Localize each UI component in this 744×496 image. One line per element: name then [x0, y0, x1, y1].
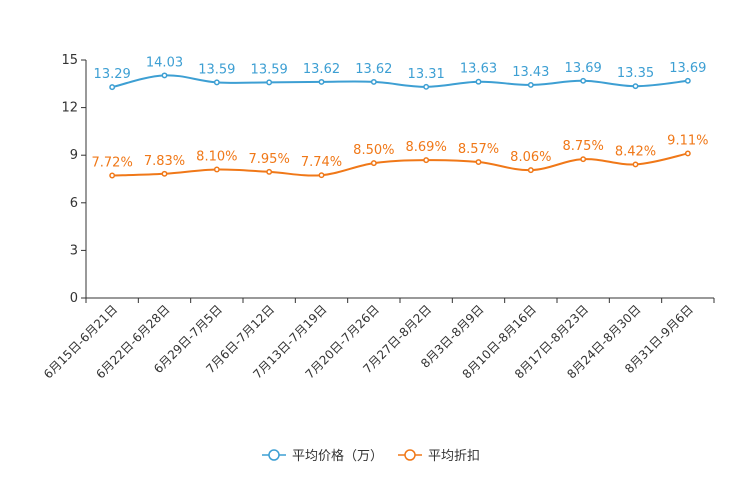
data-label: 7.95%: [249, 152, 290, 167]
legend-label: 平均折扣: [428, 449, 480, 464]
legend-item-2[interactable]: 平均折扣: [398, 449, 480, 464]
y-tick-label: 15: [61, 53, 78, 68]
legend-label: 平均价格（万）: [292, 448, 383, 464]
data-point[interactable]: [266, 79, 273, 86]
data-label: 13.29: [94, 67, 131, 82]
data-point[interactable]: [684, 77, 691, 84]
series-2: 7.72% 7.83% 8.10% 7.95% 7.74% 8.50% 8.69% 8.57%…: [92, 133, 708, 179]
data-label: 13.35: [617, 66, 654, 81]
data-point[interactable]: [109, 84, 116, 91]
legend-marker-icon: [404, 449, 416, 461]
data-point[interactable]: [580, 77, 587, 84]
data-point[interactable]: [475, 159, 482, 165]
axes: 036912156月15日-6月21日6月22日-6月28日6月29日-7月5日…: [41, 53, 715, 382]
data-point[interactable]: [266, 168, 273, 175]
data-point[interactable]: [632, 161, 639, 168]
data-point[interactable]: [423, 157, 430, 164]
data-label: 13.63: [460, 62, 497, 77]
data-point[interactable]: [527, 167, 534, 174]
data-label: 7.83%: [144, 154, 185, 169]
data-label: 13.59: [251, 62, 288, 77]
y-tick-label: 9: [70, 148, 78, 163]
data-point[interactable]: [370, 160, 377, 167]
data-point[interactable]: [213, 166, 220, 173]
data-label: 13.69: [669, 61, 706, 76]
data-label: 9.11%: [667, 133, 708, 148]
data-label: 13.69: [565, 61, 602, 76]
y-tick-label: 6: [70, 196, 78, 211]
data-label: 8.06%: [510, 150, 551, 165]
data-point[interactable]: [318, 172, 325, 179]
data-point[interactable]: [632, 83, 639, 90]
data-label: 13.62: [303, 62, 340, 77]
data-point[interactable]: [161, 170, 168, 177]
data-point[interactable]: [161, 72, 168, 79]
data-label: 14.03: [146, 55, 183, 70]
series-line: [112, 152, 689, 177]
data-label: 13.62: [355, 62, 392, 77]
legend-item-1[interactable]: 平均价格（万）: [262, 448, 383, 464]
data-point[interactable]: [684, 150, 691, 157]
y-tick-label: 12: [61, 101, 78, 116]
series-1: 13.29 14.03 13.59 13.59 13.62 13.62 13.31 13.63…: [94, 55, 706, 91]
data-label: 8.57%: [458, 142, 499, 157]
data-point[interactable]: [527, 81, 534, 88]
series-line: [111, 74, 688, 89]
data-label: 7.72%: [92, 156, 133, 171]
data-point[interactable]: [318, 78, 325, 85]
y-tick-label: 3: [70, 243, 78, 258]
data-label: 7.74%: [301, 155, 342, 170]
data-label: 8.75%: [563, 139, 604, 154]
data-label: 8.50%: [353, 143, 394, 158]
data-point[interactable]: [423, 83, 430, 90]
series-group: 13.29 14.03 13.59 13.59 13.62 13.62 13.31 13.63…: [92, 55, 708, 179]
data-point[interactable]: [475, 78, 482, 85]
y-tick-label: 0: [70, 291, 78, 306]
data-label: 8.42%: [615, 144, 656, 159]
data-point[interactable]: [109, 172, 116, 179]
legend-marker-icon: [268, 449, 280, 461]
data-label: 13.43: [512, 65, 549, 80]
data-label: 13.59: [198, 62, 235, 77]
legend[interactable]: 平均价格（万） 平均折扣: [262, 448, 480, 464]
data-label: 8.10%: [196, 149, 237, 164]
data-point[interactable]: [213, 79, 220, 86]
data-label: 13.31: [408, 67, 445, 82]
data-point[interactable]: [370, 78, 377, 85]
data-label: 8.69%: [406, 140, 447, 155]
data-point[interactable]: [580, 156, 587, 163]
